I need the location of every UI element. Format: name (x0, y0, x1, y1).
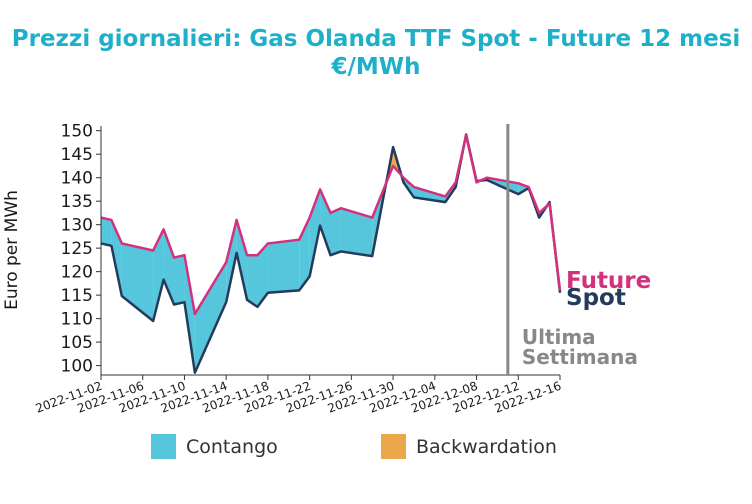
chart-title: Prezzi giornalieri: Gas Olanda TTF Spot … (12, 26, 741, 52)
chart-subtitle: €/MWh (330, 54, 420, 80)
y-tick-label: 125 (61, 239, 93, 259)
future-line (100, 134, 562, 316)
y-tick-label: 110 (61, 310, 93, 330)
spot-end-label: Spot (566, 285, 626, 311)
y-axis-label: Euro per MWh (2, 190, 22, 310)
legend-contango-label: Contango (186, 436, 278, 458)
y-tick-label: 120 (61, 263, 93, 283)
series-line-layer (100, 133, 562, 374)
y-tick-label: 100 (61, 357, 93, 377)
contango-area (194, 262, 227, 373)
y-tick-label: 115 (61, 286, 93, 306)
x-axis-ticks: 2022-11-022022-11-062022-11-102022-11-14… (34, 375, 563, 416)
y-axis-ticks: 100 105 110 115 120 125 130 135 140 145 150 (61, 122, 101, 377)
y-tick-label: 105 (61, 333, 93, 353)
y-tick-label: 135 (61, 192, 93, 212)
contango-area (267, 239, 300, 293)
legend-backwardation-label: Backwardation (416, 436, 557, 458)
last-week-label-line2: Settimana (522, 345, 638, 369)
contango-area (257, 243, 268, 307)
contango-area (340, 208, 373, 257)
legend-contango-swatch (151, 434, 176, 459)
contango-area (174, 255, 185, 305)
y-tick-label: 145 (61, 145, 93, 165)
contango-area (184, 255, 195, 373)
contango-area (330, 208, 341, 256)
last-week-label-line1: Ultima (522, 325, 596, 349)
contango-area (320, 189, 331, 256)
contango-area (236, 219, 248, 300)
legend-backwardation-swatch (381, 434, 406, 459)
y-tick-label: 140 (61, 169, 93, 189)
contango-area (226, 219, 237, 303)
y-tick-label: 130 (61, 216, 93, 236)
future-end-label: Future (566, 268, 651, 294)
contango-area (247, 255, 258, 307)
contango-area (153, 229, 164, 321)
y-tick-label: 150 (61, 122, 93, 142)
contango-area (101, 217, 112, 246)
